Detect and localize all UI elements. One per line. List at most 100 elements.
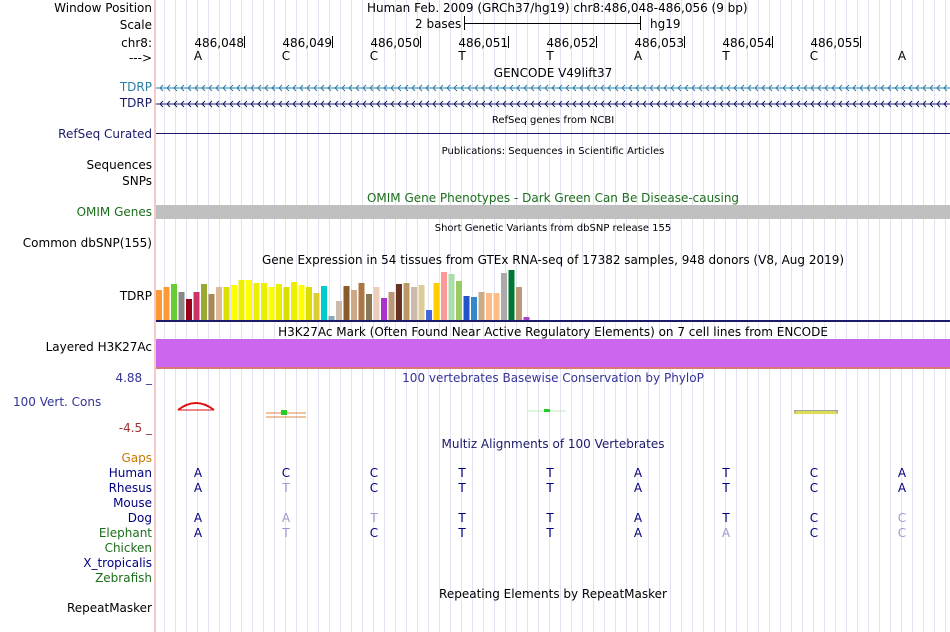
gtex-bar[interactable] bbox=[201, 284, 207, 320]
gtex-bar[interactable] bbox=[291, 282, 297, 320]
gtex-bar[interactable] bbox=[411, 287, 417, 320]
gtex-bar[interactable] bbox=[216, 287, 222, 320]
gtex-bar[interactable] bbox=[388, 292, 395, 320]
gtex-bar[interactable] bbox=[403, 283, 410, 320]
assembly-position-title: Human Feb. 2009 (GRCh37/hg19) chr8:486,0… bbox=[367, 1, 748, 15]
gencode-transcript-2-feature[interactable] bbox=[156, 98, 950, 110]
gtex-bar[interactable] bbox=[501, 273, 507, 320]
gtex-bar[interactable] bbox=[523, 317, 530, 320]
gtex-bar[interactable] bbox=[471, 297, 477, 320]
gtex-bar[interactable] bbox=[396, 284, 402, 320]
h3k27ac-title: H3K27Ac Mark (Often Found Near Active Re… bbox=[278, 325, 828, 339]
left-divider[interactable] bbox=[154, 0, 156, 632]
gtex-bar[interactable] bbox=[516, 287, 522, 320]
gtex-bar[interactable] bbox=[343, 286, 350, 320]
grid-line bbox=[714, 0, 715, 632]
aligned-base: T bbox=[458, 466, 466, 480]
species-label[interactable]: Dog bbox=[127, 511, 152, 525]
gtex-bar[interactable] bbox=[486, 293, 492, 320]
scale-label: Scale bbox=[119, 18, 152, 32]
grid-line bbox=[857, 0, 858, 632]
species-label[interactable]: X_tropicalis bbox=[83, 556, 152, 570]
window-position-label: Window Position bbox=[54, 1, 152, 15]
gtex-bar[interactable] bbox=[448, 274, 455, 320]
gtex-bar[interactable] bbox=[276, 284, 282, 320]
gtex-bar[interactable] bbox=[171, 284, 177, 320]
gtex-bar[interactable] bbox=[156, 290, 162, 320]
omim-label[interactable]: OMIM Genes bbox=[76, 205, 152, 219]
grid-line bbox=[912, 0, 913, 632]
gtex-bar[interactable] bbox=[493, 293, 500, 320]
aligned-base: T bbox=[458, 511, 466, 525]
gtex-bar[interactable] bbox=[321, 286, 327, 320]
h3k27ac-label[interactable]: Layered H3K27Ac bbox=[45, 340, 152, 354]
grid-line bbox=[934, 0, 935, 632]
dbsnp-title: Short Genetic Variants from dbSNP releas… bbox=[434, 223, 672, 234]
snps-label[interactable]: SNPs bbox=[122, 174, 152, 188]
gtex-bar[interactable] bbox=[306, 287, 312, 320]
gtex-label[interactable]: TDRP bbox=[119, 289, 152, 303]
aligned-base: T bbox=[546, 481, 554, 495]
gtex-bar[interactable] bbox=[336, 301, 342, 320]
dbsnp-label[interactable]: Common dbSNP(155) bbox=[22, 236, 152, 250]
gaps-label[interactable]: Gaps bbox=[121, 451, 152, 465]
gtex-bar[interactable] bbox=[426, 310, 432, 320]
gtex-bar[interactable] bbox=[253, 283, 260, 320]
gtex-bar[interactable] bbox=[238, 280, 245, 320]
species-label[interactable]: Chicken bbox=[104, 541, 152, 555]
gtex-bar[interactable] bbox=[456, 281, 462, 320]
sequences-label[interactable]: Sequences bbox=[86, 158, 152, 172]
gtex-bar[interactable] bbox=[478, 292, 485, 320]
gtex-bar[interactable] bbox=[441, 272, 447, 320]
gtex-bar-chart[interactable] bbox=[156, 268, 950, 322]
gtex-bar[interactable] bbox=[366, 294, 372, 320]
position-tick bbox=[244, 36, 245, 48]
gtex-bar[interactable] bbox=[418, 285, 425, 320]
gtex-bar[interactable] bbox=[373, 287, 380, 320]
species-label[interactable]: Rhesus bbox=[108, 481, 152, 495]
species-label[interactable]: Human bbox=[108, 466, 152, 480]
aligned-base: C bbox=[809, 466, 819, 480]
gencode-transcript-2-label[interactable]: TDRP bbox=[119, 96, 152, 110]
gtex-bar[interactable] bbox=[381, 298, 387, 320]
gtex-bar[interactable] bbox=[246, 280, 252, 320]
gencode-transcript-1-feature[interactable] bbox=[156, 82, 950, 94]
gtex-bar[interactable] bbox=[283, 287, 290, 320]
gtex-bar[interactable] bbox=[313, 293, 320, 320]
gtex-bar[interactable] bbox=[508, 270, 515, 320]
gtex-bar[interactable] bbox=[178, 292, 185, 320]
gtex-bar[interactable] bbox=[186, 299, 192, 320]
gtex-bar[interactable] bbox=[223, 287, 230, 320]
position-label: 486,048 bbox=[194, 36, 244, 50]
gtex-bar[interactable] bbox=[268, 287, 275, 320]
species-label[interactable]: Mouse bbox=[113, 496, 152, 510]
refseq-feature[interactable] bbox=[156, 133, 950, 134]
h3k27ac-signal[interactable] bbox=[156, 339, 950, 367]
refseq-label[interactable]: RefSeq Curated bbox=[58, 127, 152, 141]
gtex-bar[interactable] bbox=[358, 283, 365, 320]
gtex-bar[interactable] bbox=[231, 285, 237, 320]
gtex-bar[interactable] bbox=[351, 290, 357, 320]
gtex-bar[interactable] bbox=[163, 287, 170, 320]
reference-base: A bbox=[633, 49, 643, 63]
species-label[interactable]: Zebrafish bbox=[95, 571, 152, 585]
aligned-base: T bbox=[282, 481, 290, 495]
gtex-bar[interactable] bbox=[298, 285, 305, 320]
phylop-plot[interactable] bbox=[156, 396, 950, 426]
aligned-base: T bbox=[722, 511, 730, 525]
phylop-label[interactable]: 100 Vert. Cons bbox=[13, 395, 102, 409]
reference-base: C bbox=[281, 49, 291, 63]
gtex-bar[interactable] bbox=[463, 296, 470, 320]
grid-line bbox=[692, 0, 693, 632]
gtex-bar[interactable] bbox=[261, 283, 267, 320]
gencode-transcript-1-label[interactable]: TDRP bbox=[119, 80, 152, 94]
gencode-title: GENCODE V49lift37 bbox=[493, 66, 613, 80]
gtex-bar[interactable] bbox=[328, 316, 335, 320]
omim-feature[interactable] bbox=[156, 205, 950, 219]
species-label[interactable]: Elephant bbox=[98, 526, 152, 540]
gtex-bar[interactable] bbox=[208, 294, 215, 320]
gtex-title: Gene Expression in 54 tissues from GTEx … bbox=[261, 253, 845, 267]
repeatmasker-label[interactable]: RepeatMasker bbox=[66, 601, 152, 615]
gtex-bar[interactable] bbox=[433, 283, 440, 320]
gtex-bar[interactable] bbox=[193, 292, 200, 320]
